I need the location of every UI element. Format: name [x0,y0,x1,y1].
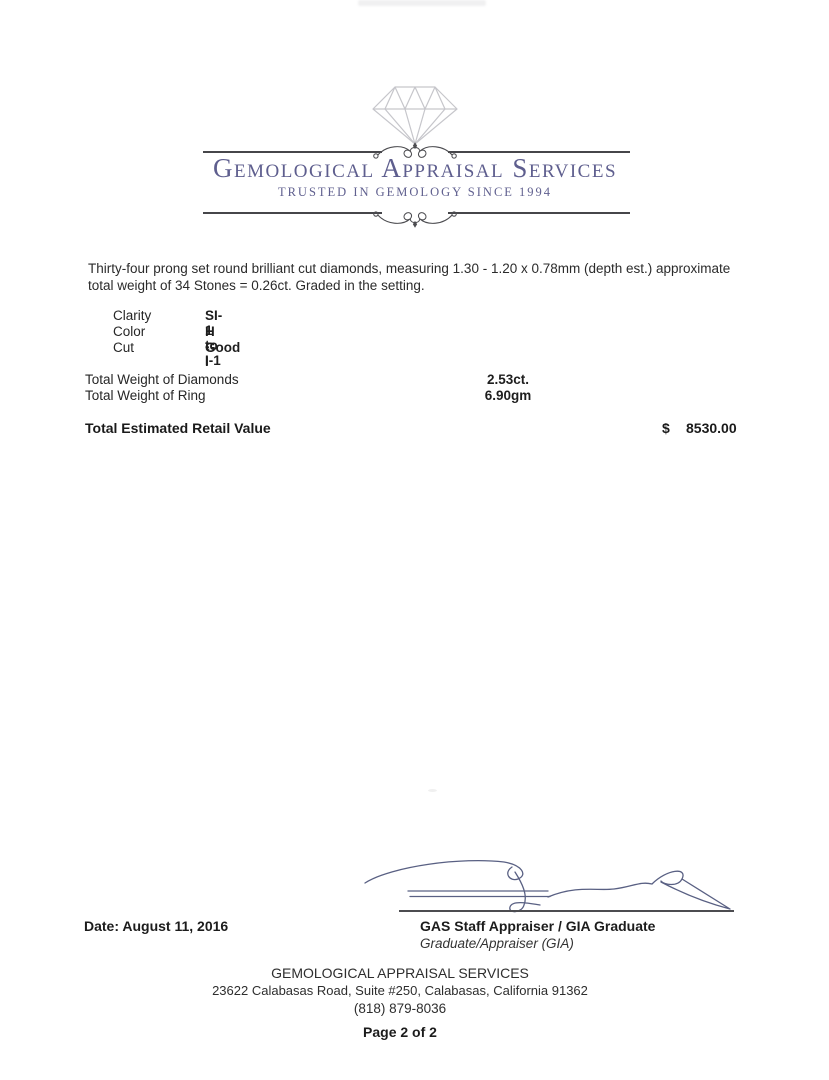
flourish-ornament-icon [373,142,457,159]
weight-value: 2.53ct. [486,372,530,387]
divider-line [203,212,382,214]
company-title: Gemological Appraisal Services [212,153,618,183]
weight-row-ring: Total Weight of Ring 6.90gm [85,388,735,404]
company-tagline: Trusted in Gemology Since 1994 [277,185,553,199]
item-description: Thirty-four prong set round brilliant cu… [88,261,731,293]
scan-artifact [428,789,437,792]
weight-value: 6.90gm [484,388,532,403]
diamond-logo-icon [370,84,460,147]
divider-line [448,212,630,214]
divider-line [203,151,382,153]
grading-label: Cut [113,340,135,355]
page-number: Page 2 of 2 [363,1024,437,1040]
total-value-row: Total Estimated Retail Value $ 8530.00 [0,420,829,438]
footer: GEMOLOGICAL APPRAISAL SERVICES 23622 Cal… [0,964,800,1040]
flourish-ornament-icon [373,211,457,228]
footer-address: 23622 Calabasas Road, Suite #250, Calaba… [212,983,588,998]
signer-title: GAS Staff Appraiser / GIA Graduate [420,918,656,934]
grading-value: Good [205,340,241,355]
footer-company-name: GEMOLOGICAL APPRAISAL SERVICES [271,965,529,981]
footer-phone: (818) 879-8036 [353,1001,447,1016]
grading-label: Clarity [113,308,152,323]
scan-artifact [358,0,486,6]
total-value-label: Total Estimated Retail Value [85,420,271,436]
signer-subtitle: Graduate/Appraiser (GIA) [420,936,574,951]
weight-row-diamonds: Total Weight of Diamonds 2.53ct. [85,372,735,388]
date-label: Date: August 11, 2016 [84,918,229,934]
weights-table: Total Weight of Diamonds 2.53ct. Total W… [85,372,735,404]
weight-label: Total Weight of Ring [85,388,206,403]
handwritten-signature [364,860,731,913]
divider-line [448,151,630,153]
grading-value: SI-1 to I-1 [205,308,223,368]
total-amount: 8530.00 [686,420,737,436]
weight-label: Total Weight of Diamonds [85,372,239,387]
grading-label: Color [113,324,146,339]
currency-symbol: $ [662,420,670,436]
signature-line [399,910,734,912]
grading-value: H - I [205,324,215,369]
